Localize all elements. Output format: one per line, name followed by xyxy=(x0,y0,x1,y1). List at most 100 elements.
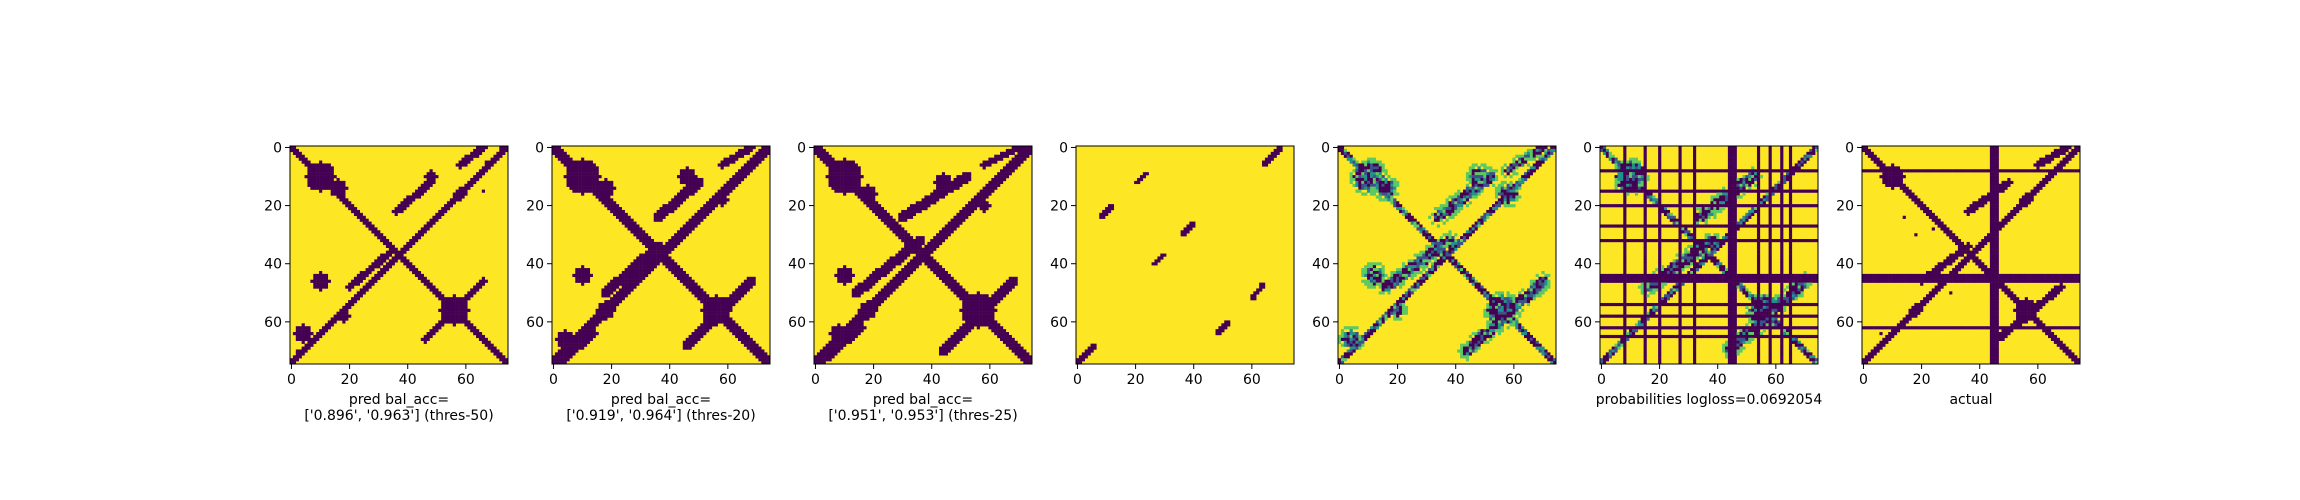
heatmap-cell xyxy=(915,207,919,211)
heatmap-cell xyxy=(904,250,908,254)
heatmap-cell xyxy=(976,195,980,199)
heatmap-cell xyxy=(1518,323,1522,327)
heatmap-cell xyxy=(435,323,439,327)
heatmap-cell xyxy=(572,349,576,353)
heatmap-cell xyxy=(848,180,853,185)
heatmap-cell xyxy=(1509,175,1513,179)
heatmap-cell xyxy=(927,201,931,205)
heatmap-cell xyxy=(1367,169,1371,173)
heatmap-cell xyxy=(872,297,876,301)
heatmap-cell xyxy=(1134,180,1138,185)
heatmap-cell xyxy=(740,172,745,176)
heatmap-cell xyxy=(659,212,663,217)
heatmap-cell xyxy=(633,279,637,283)
heatmap-cell xyxy=(645,262,649,266)
heatmap-cell xyxy=(1529,285,1533,289)
heatmap-cell xyxy=(592,334,596,339)
heatmap-cell xyxy=(1017,346,1021,350)
heatmap-cell xyxy=(828,154,832,158)
heatmap-cell xyxy=(446,201,451,205)
heatmap-cell xyxy=(1521,288,1525,292)
heatmap-cell xyxy=(685,230,689,234)
heatmap-cell xyxy=(1454,262,1458,266)
heatmap-cell xyxy=(682,270,686,275)
heatmap-cell xyxy=(1340,358,1345,362)
heatmap-cell xyxy=(589,186,593,190)
heatmap-cell xyxy=(639,270,643,275)
heatmap-cell xyxy=(1416,279,1420,283)
heatmap-cell xyxy=(822,358,826,362)
heatmap-cell xyxy=(353,209,358,214)
heatmap-cell xyxy=(907,265,911,269)
heatmap-cell xyxy=(470,323,474,327)
heatmap-cell xyxy=(930,239,934,243)
heatmap-cell xyxy=(324,177,329,182)
heatmap-cell xyxy=(583,340,588,344)
heatmap-cell xyxy=(691,186,695,190)
heatmap-cell xyxy=(1442,221,1446,225)
heatmap-cell xyxy=(1264,160,1269,164)
heatmap-cell xyxy=(1460,204,1464,208)
heatmap-cell xyxy=(1340,355,1345,359)
heatmap-cell xyxy=(944,352,948,356)
heatmap-cell xyxy=(572,340,576,344)
heatmap-cell xyxy=(432,180,436,185)
heatmap-cell xyxy=(875,273,879,278)
heatmap-cell xyxy=(572,166,576,170)
heatmap-cell xyxy=(1364,180,1368,185)
heatmap-cell xyxy=(845,169,850,173)
heatmap-cell xyxy=(1000,329,1004,333)
heatmap-cell xyxy=(1515,326,1519,330)
heatmap-cell xyxy=(674,273,678,278)
heatmap-cell xyxy=(476,148,480,153)
heatmap-cell xyxy=(956,337,960,341)
heatmap-cell xyxy=(944,186,948,190)
heatmap-cell xyxy=(1393,311,1397,315)
heatmap-cell xyxy=(1494,323,1499,327)
heatmap-cell xyxy=(1011,346,1015,350)
heatmap-cell xyxy=(840,172,844,176)
heatmap-cell xyxy=(1436,212,1440,217)
heatmap-cell xyxy=(1471,189,1475,193)
heatmap-cell xyxy=(1262,282,1266,286)
heatmap-cell xyxy=(319,169,323,173)
heatmap-cell xyxy=(569,183,573,187)
heatmap-cell xyxy=(374,259,378,263)
heatmap-cell xyxy=(1445,250,1449,254)
heatmap-cell xyxy=(732,329,736,333)
heatmap-cell xyxy=(901,247,905,251)
heatmap-cell xyxy=(310,332,314,336)
heatmap-cell xyxy=(1454,192,1458,196)
heatmap-cell xyxy=(400,256,404,260)
heatmap-cell xyxy=(973,204,978,208)
heatmap-cell xyxy=(467,323,471,327)
heatmap-cell xyxy=(909,262,914,266)
heatmap-cell xyxy=(691,340,695,344)
heatmap-cell xyxy=(1017,154,1021,158)
heatmap-cell xyxy=(717,308,721,312)
heatmap-cell xyxy=(740,148,745,153)
heatmap-cell xyxy=(1381,270,1385,275)
heatmap-cell xyxy=(1474,349,1478,353)
heatmap-cell xyxy=(726,192,730,196)
heatmap-cell xyxy=(563,340,567,344)
heatmap-cell xyxy=(740,151,745,155)
heatmap-cell xyxy=(1462,268,1467,272)
heatmap-cell xyxy=(1474,221,1478,225)
heatmap-cell xyxy=(688,276,692,280)
heatmap-cell xyxy=(342,317,346,321)
heatmap-cell xyxy=(589,175,593,179)
heatmap-cell xyxy=(679,192,684,196)
heatmap-cell xyxy=(1471,195,1475,199)
heatmap-cell xyxy=(374,227,378,231)
heatmap-cell xyxy=(446,305,451,310)
heatmap-cell xyxy=(1535,151,1539,155)
heatmap-cell xyxy=(1486,291,1490,295)
heatmap-cell xyxy=(1404,311,1409,315)
heatmap-cell xyxy=(1215,329,1219,333)
heatmap-cell xyxy=(886,259,890,263)
heatmap-cell xyxy=(435,218,439,222)
heatmap-cell xyxy=(700,209,704,214)
heatmap-cell xyxy=(956,288,960,292)
heatmap-cell xyxy=(921,256,925,260)
